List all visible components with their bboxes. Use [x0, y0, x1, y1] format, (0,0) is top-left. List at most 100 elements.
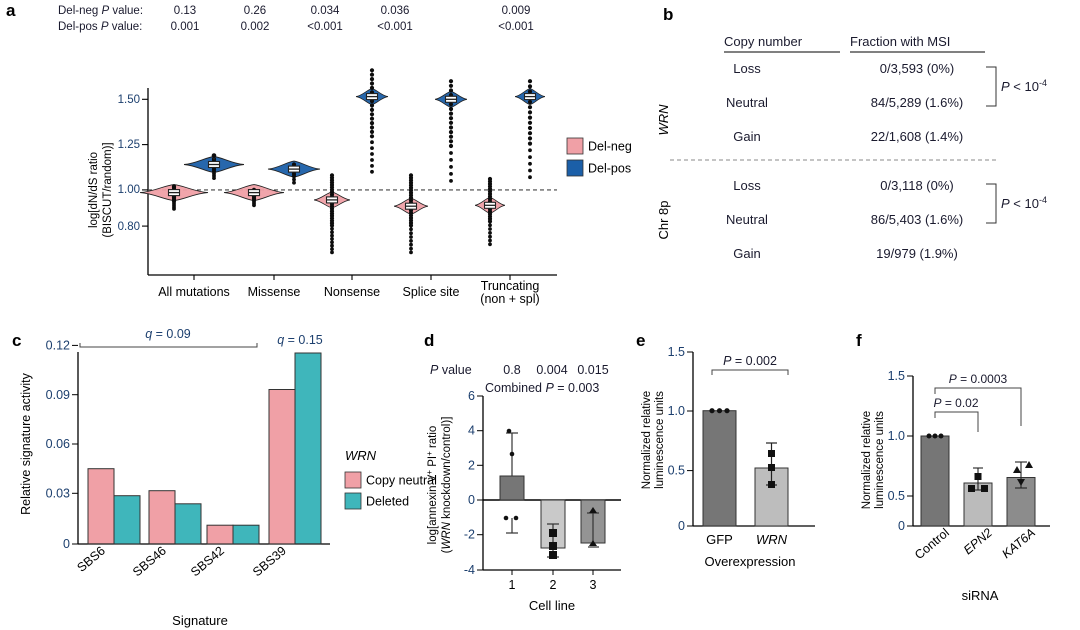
svg-text:0.001: 0.001	[171, 21, 200, 33]
svg-text:<0.001: <0.001	[377, 21, 413, 33]
svg-text:Control: Control	[912, 526, 952, 563]
svg-text:(non + spl): (non + spl)	[480, 292, 539, 306]
svg-text:KAT6A: KAT6A	[999, 526, 1038, 562]
svg-text:4: 4	[468, 424, 475, 438]
svg-text:(BISCUT/random)]: (BISCUT/random)]	[102, 142, 114, 237]
svg-text:Cell line: Cell line	[529, 598, 575, 613]
svg-text:0: 0	[898, 519, 905, 533]
svg-text:0.002: 0.002	[241, 21, 270, 33]
svg-text:WRN: WRN	[756, 532, 788, 547]
svg-text:84/5,289 (1.6%): 84/5,289 (1.6%)	[871, 95, 964, 110]
svg-text:Neutral: Neutral	[726, 95, 768, 110]
svg-text:Missense: Missense	[248, 285, 301, 299]
svg-text:<0.001: <0.001	[498, 21, 534, 33]
svg-text:(WRN knockdown/control)]: (WRN knockdown/control)]	[441, 417, 453, 554]
svg-text:0.036: 0.036	[381, 5, 410, 17]
svg-text:P value: P value	[430, 363, 472, 377]
svg-text:0.004: 0.004	[536, 363, 567, 377]
svg-text:EPN2: EPN2	[961, 526, 995, 558]
svg-text:0.06: 0.06	[46, 437, 70, 451]
svg-text:1.00: 1.00	[118, 184, 140, 196]
svg-text:0.5: 0.5	[888, 489, 905, 503]
svg-text:Nonsense: Nonsense	[324, 285, 380, 299]
svg-text:WRN: WRN	[656, 104, 671, 136]
svg-text:0: 0	[468, 493, 475, 507]
svg-text:1.5: 1.5	[668, 345, 685, 359]
svg-text:0.009: 0.009	[502, 5, 531, 17]
svg-text:0: 0	[63, 537, 70, 551]
svg-text:luminescence units: luminescence units	[874, 411, 886, 509]
svg-text:P < 10-4: P < 10-4	[1001, 195, 1047, 211]
svg-text:0.5: 0.5	[668, 464, 685, 478]
svg-text:0/3,593 (0%): 0/3,593 (0%)	[880, 61, 954, 76]
svg-text:Relative signature activity: Relative signature activity	[19, 372, 33, 514]
svg-text:0/3,118 (0%): 0/3,118 (0%)	[880, 178, 953, 193]
svg-text:e: e	[636, 331, 645, 350]
svg-text:log[dN/dS ratio: log[dN/dS ratio	[88, 152, 100, 228]
svg-text:Gain: Gain	[733, 129, 760, 144]
svg-text:Signature: Signature	[172, 613, 228, 628]
svg-text:Normalized relative: Normalized relative	[861, 411, 873, 509]
svg-text:1.50: 1.50	[118, 94, 140, 106]
svg-text:c: c	[12, 331, 21, 350]
svg-text:86/5,403 (1.6%): 86/5,403 (1.6%)	[871, 212, 964, 227]
svg-text:0.13: 0.13	[174, 5, 196, 17]
svg-text:1: 1	[509, 578, 516, 592]
svg-text:a: a	[6, 1, 16, 20]
svg-text:Loss: Loss	[733, 178, 761, 193]
svg-text:All mutations: All mutations	[158, 285, 230, 299]
svg-text:q = 0.09: q = 0.09	[145, 327, 191, 341]
svg-text:d: d	[424, 331, 434, 350]
svg-text:Copy number: Copy number	[724, 34, 803, 49]
svg-text:2: 2	[468, 458, 475, 472]
svg-text:0.03: 0.03	[46, 486, 70, 500]
svg-text:1.0: 1.0	[888, 429, 905, 443]
svg-text:3: 3	[590, 578, 597, 592]
svg-text:0.12: 0.12	[46, 339, 70, 353]
svg-text:6: 6	[468, 389, 475, 403]
svg-text:0.09: 0.09	[46, 388, 70, 402]
svg-text:Overexpression: Overexpression	[704, 554, 795, 569]
svg-text:Combined P = 0.003: Combined P = 0.003	[485, 381, 599, 395]
svg-text:P < 10-4: P < 10-4	[1001, 78, 1047, 94]
svg-text:WRN: WRN	[345, 448, 377, 463]
svg-text:-4: -4	[464, 563, 475, 577]
svg-text:0: 0	[678, 519, 685, 533]
svg-text:<0.001: <0.001	[307, 21, 343, 33]
svg-text:-2: -2	[464, 528, 475, 542]
svg-text:22/1,608 (1.4%): 22/1,608 (1.4%)	[871, 129, 964, 144]
svg-text:1.25: 1.25	[118, 139, 140, 151]
svg-text:P = 0.02: P = 0.02	[933, 396, 978, 410]
svg-text:Gain: Gain	[733, 246, 760, 261]
svg-text:Chr 8p: Chr 8p	[656, 200, 671, 239]
svg-text:Fraction with MSI: Fraction with MSI	[850, 34, 950, 49]
svg-text:Deleted: Deleted	[366, 495, 409, 509]
svg-text:Del-neg P value:: Del-neg P value:	[58, 5, 143, 17]
svg-text:0.8: 0.8	[503, 363, 520, 377]
svg-text:Del-pos: Del-pos	[588, 162, 631, 176]
svg-text:GFP: GFP	[706, 532, 733, 547]
svg-text:b: b	[663, 5, 673, 24]
svg-text:Neutral: Neutral	[726, 212, 768, 227]
svg-text:Loss: Loss	[733, 61, 761, 76]
svg-text:2: 2	[550, 578, 557, 592]
svg-text:SBS42: SBS42	[188, 544, 227, 580]
svg-text:SBS39: SBS39	[250, 544, 289, 580]
svg-text:Del-neg: Del-neg	[588, 140, 632, 154]
svg-text:P = 0.0003: P = 0.0003	[949, 372, 1008, 386]
svg-text:SBS46: SBS46	[130, 544, 169, 580]
svg-text:1.0: 1.0	[668, 404, 685, 418]
svg-text:q = 0.15: q = 0.15	[277, 333, 323, 347]
svg-text:Splice site: Splice site	[403, 285, 460, 299]
svg-text:siRNA: siRNA	[962, 588, 999, 603]
svg-text:Del-pos P value:: Del-pos P value:	[58, 21, 142, 33]
svg-text:0.015: 0.015	[577, 363, 608, 377]
svg-text:log[annexin V+ PI+ ratio: log[annexin V+ PI+ ratio	[425, 426, 440, 545]
svg-text:luminescence units: luminescence units	[654, 391, 666, 489]
svg-text:f: f	[856, 331, 862, 350]
svg-text:SBS6: SBS6	[74, 544, 108, 575]
svg-text:1.5: 1.5	[888, 369, 905, 383]
svg-text:0.26: 0.26	[244, 5, 266, 17]
svg-text:0.034: 0.034	[311, 5, 340, 17]
svg-text:Normalized relative: Normalized relative	[641, 391, 653, 489]
